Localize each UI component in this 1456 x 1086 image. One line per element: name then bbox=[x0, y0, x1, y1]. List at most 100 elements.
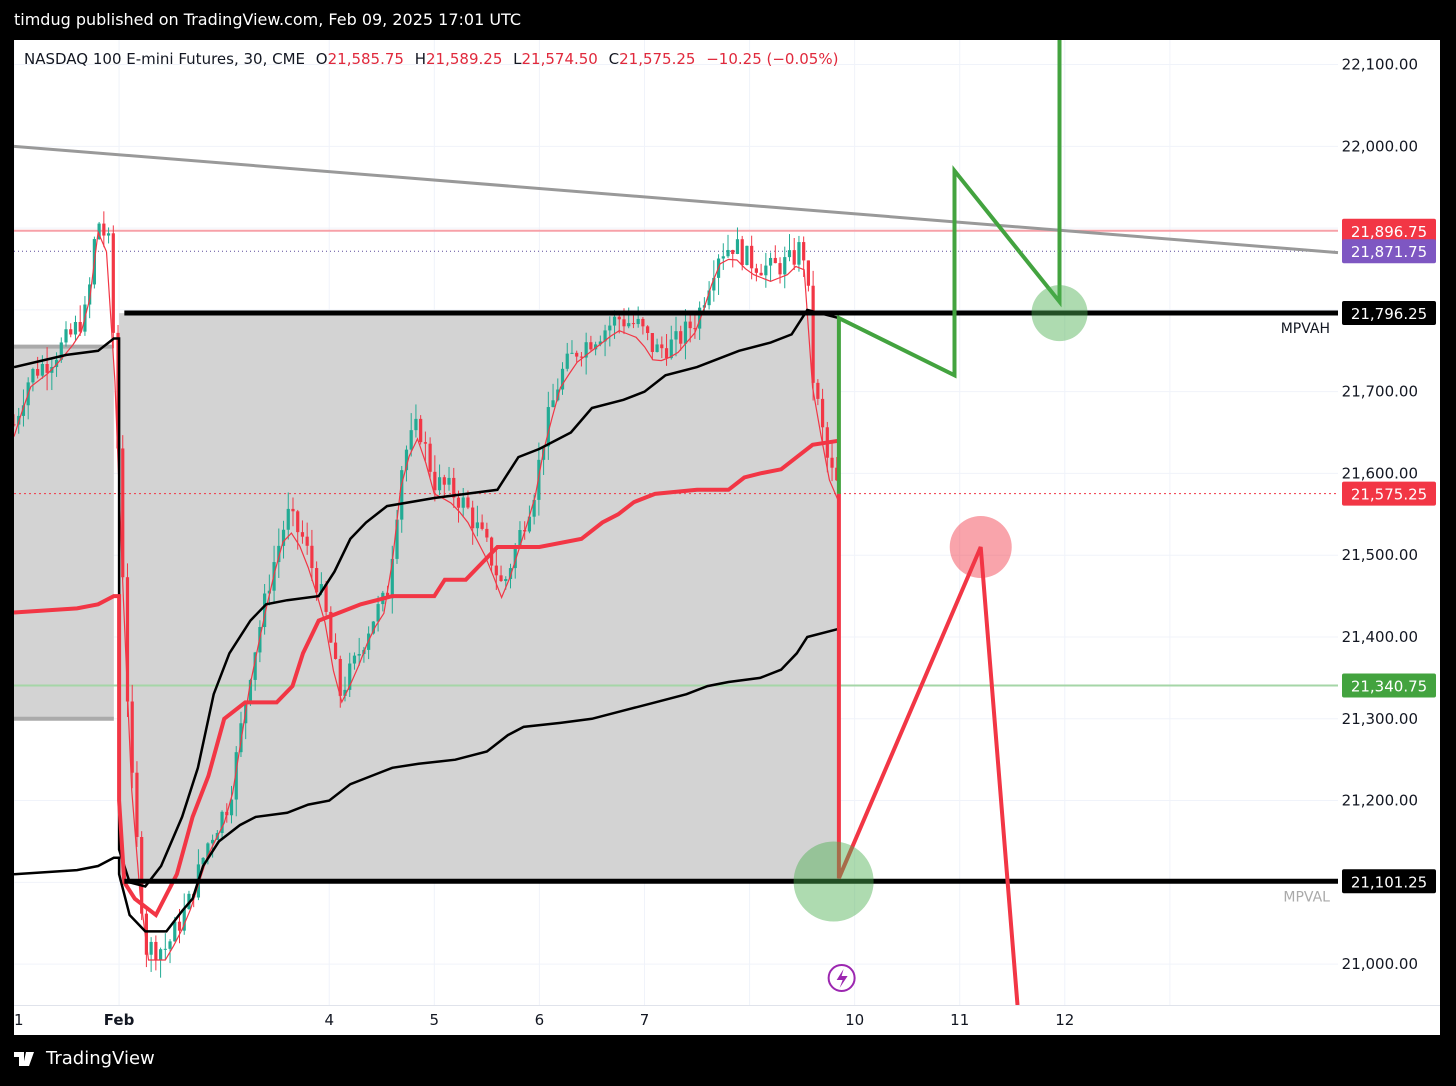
candle-body bbox=[281, 529, 286, 546]
candle-body bbox=[532, 499, 536, 517]
candle-body bbox=[456, 497, 461, 508]
price-label: 21,101.25 bbox=[1342, 869, 1436, 894]
price-label-bg bbox=[1342, 300, 1436, 325]
x-tick-label: 6 bbox=[535, 1011, 545, 1029]
candle-body bbox=[40, 364, 44, 376]
price-chart[interactable]: MPVAH MPVAL 31 Feb 4 5 6 7 10 11 12 21,000.00 21,200… bbox=[14, 40, 1440, 1035]
candle-body bbox=[811, 285, 815, 383]
chart-canvas[interactable]: MPVAH MPVAL 31 Feb 4 5 6 7 10 11 12 21,000.00 21,200… bbox=[14, 40, 1440, 1035]
price-label: 21,340.75 bbox=[1342, 673, 1436, 698]
bullish-projection-path bbox=[836, 40, 1062, 494]
candle-body bbox=[551, 400, 555, 408]
y-tick-label: 21,200.00 bbox=[1342, 792, 1418, 810]
price-label-text: 21,896.75 bbox=[1351, 223, 1427, 241]
candle-body bbox=[820, 398, 825, 428]
candle-body bbox=[45, 364, 49, 373]
candle-body bbox=[125, 577, 130, 702]
candle-body bbox=[636, 318, 640, 325]
candle-body bbox=[816, 382, 820, 399]
lightning-bolt bbox=[836, 969, 848, 988]
candle-body bbox=[140, 837, 144, 914]
candle-body bbox=[154, 941, 158, 960]
price-label: 21,896.75 bbox=[1342, 218, 1436, 243]
tradingview-icon bbox=[14, 1051, 34, 1066]
x-tick-label: 12 bbox=[1055, 1011, 1074, 1029]
candle-body bbox=[750, 245, 754, 269]
candle-body bbox=[106, 233, 111, 236]
symbol-legend: NASDAQ 100 E-mini Futures, 30, CME O21,5… bbox=[24, 50, 838, 68]
close-value: 21,575.25 bbox=[619, 50, 696, 68]
candle-body bbox=[688, 321, 692, 329]
candle-body bbox=[437, 477, 442, 491]
candle-body bbox=[726, 249, 730, 257]
price-label-text: 21,575.25 bbox=[1351, 486, 1427, 504]
candle-body bbox=[69, 329, 73, 335]
candle-body bbox=[324, 584, 328, 612]
candle-body bbox=[731, 249, 735, 254]
candle-body bbox=[305, 536, 309, 546]
change-value: −10.25 (−0.05%) bbox=[706, 50, 839, 68]
price-label-text: 21,796.25 bbox=[1351, 305, 1427, 323]
candle-body bbox=[390, 558, 394, 599]
candle-body bbox=[419, 418, 423, 443]
publish-header: timdug published on TradingView.com, Feb… bbox=[0, 0, 1456, 40]
candle-body bbox=[414, 418, 418, 431]
candle-body bbox=[664, 348, 669, 359]
y-tick-label: 21,600.00 bbox=[1342, 464, 1418, 482]
candle-body bbox=[357, 654, 361, 656]
candle-body bbox=[371, 621, 375, 634]
price-label-bg bbox=[1342, 673, 1436, 698]
candle-body bbox=[319, 584, 323, 593]
value-area-box-main bbox=[119, 313, 839, 882]
footer-brand: TradingView bbox=[46, 1048, 155, 1069]
candle-body bbox=[206, 843, 210, 858]
candle-body bbox=[54, 359, 59, 368]
candle-body bbox=[546, 407, 550, 447]
candle-body bbox=[234, 752, 238, 800]
candle-body bbox=[698, 307, 702, 329]
candle-body bbox=[211, 839, 215, 844]
y-tick-label: 22,100.00 bbox=[1342, 56, 1418, 74]
x-tick-label: 4 bbox=[324, 1011, 334, 1029]
candle-body bbox=[182, 909, 186, 931]
tradingview-logo[interactable]: TradingView bbox=[14, 1048, 155, 1069]
candle-body bbox=[404, 449, 409, 471]
price-label: 21,575.25 bbox=[1342, 481, 1436, 506]
candle-body bbox=[267, 590, 271, 594]
candle-body bbox=[471, 507, 475, 529]
candle-body bbox=[21, 405, 26, 416]
candle-body bbox=[88, 284, 92, 305]
candle-body bbox=[485, 528, 489, 538]
candle-body bbox=[376, 604, 380, 622]
candle-body bbox=[494, 565, 498, 576]
candle-body bbox=[575, 352, 579, 357]
candle-body bbox=[263, 593, 267, 628]
candle-body bbox=[603, 330, 607, 342]
candle-body bbox=[315, 568, 319, 593]
red-target-marker bbox=[949, 516, 1012, 579]
candle-body bbox=[409, 430, 413, 450]
low-key: L bbox=[513, 50, 522, 68]
candle-body bbox=[570, 352, 574, 354]
value-area-box-left bbox=[14, 346, 114, 719]
price-label-bg bbox=[1342, 218, 1436, 243]
candle-body bbox=[480, 522, 484, 529]
candle-body bbox=[759, 272, 763, 276]
candle-body bbox=[617, 316, 621, 320]
candle-body bbox=[683, 321, 688, 344]
candle-body bbox=[584, 342, 588, 358]
candle-body bbox=[300, 532, 305, 537]
candle-body bbox=[149, 941, 153, 955]
candle-body bbox=[612, 316, 617, 326]
candle-body bbox=[622, 319, 626, 327]
y-tick-label: 21,300.00 bbox=[1342, 710, 1418, 728]
price-label-bg bbox=[1342, 481, 1436, 506]
candle-body bbox=[64, 329, 68, 343]
x-tick-label: 10 bbox=[845, 1011, 864, 1029]
candle-body bbox=[674, 331, 678, 340]
candle-body bbox=[499, 575, 503, 582]
high-key: H bbox=[414, 50, 427, 68]
candle-body bbox=[121, 448, 125, 578]
candle-body bbox=[721, 256, 725, 259]
green-target-marker bbox=[793, 841, 874, 922]
